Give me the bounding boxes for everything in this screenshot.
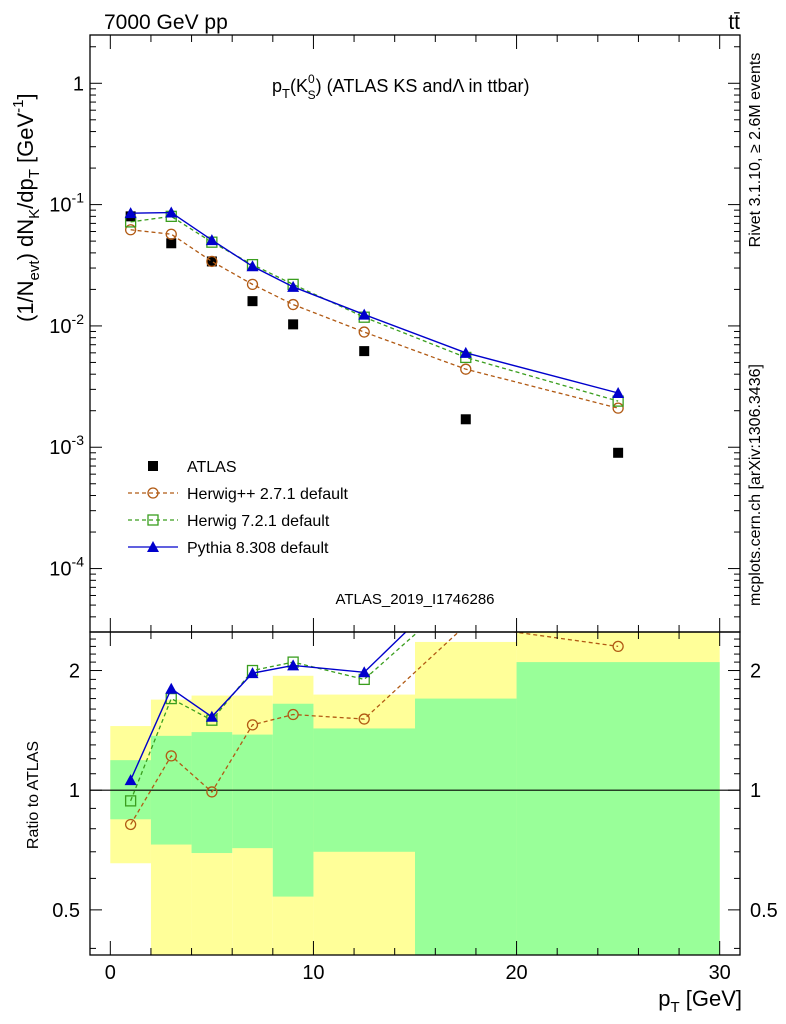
ratio-point-1-7 — [613, 614, 623, 624]
main-ytick-label-4: 10-4 — [49, 554, 84, 581]
band-green-6 — [415, 698, 517, 955]
legend-marker-2 — [147, 514, 159, 526]
legend-label-0: ATLAS — [187, 459, 237, 476]
ratio-point-2-0 — [124, 774, 137, 786]
point-0-7 — [613, 447, 624, 458]
ratio-point-0-4 — [287, 708, 299, 721]
legend-marker-3 — [147, 541, 159, 552]
point-0-6 — [460, 414, 471, 425]
xtick-label-1: 10 — [302, 962, 324, 984]
series-line-3 — [130, 211, 619, 394]
point-1-2 — [206, 255, 218, 268]
point-0-3 — [247, 296, 258, 307]
watermark: ATLAS_2019_I1746286 — [335, 591, 494, 608]
ratio-line-2 — [129, 632, 407, 781]
point-0-5 — [359, 346, 370, 357]
ratio-line-0 — [130, 632, 619, 825]
x-axis-label: pT [GeV] — [658, 986, 742, 1016]
point-1-7 — [612, 402, 624, 414]
rivet-label: Rivet 3.1.10, ≥ 2.6M events — [747, 53, 764, 248]
main-panel — [124, 206, 625, 458]
ratio-series — [124, 568, 624, 831]
ratio-ylabel: Ratio to ATLAS — [25, 741, 42, 849]
legend: ATLAS Herwig++ 2.7.1 default Herwig 7.2.1 … — [128, 459, 349, 557]
header-left: 7000 GeV pp — [104, 11, 228, 34]
main-title: pT(K0 S) (ATLAS KS andΛ in ttbar) — [272, 72, 529, 102]
legend-label-3: Pythia 8.308 default — [187, 540, 329, 557]
ratio-point-0-3 — [246, 719, 259, 731]
svg-text:pT [GeV]: pT [GeV] — [658, 986, 742, 1016]
point-1-0 — [124, 224, 137, 236]
point-3-4 — [287, 280, 300, 292]
legend-marker-1 — [147, 487, 159, 499]
point-3-5 — [358, 308, 371, 320]
ratio-point-0-2 — [206, 786, 218, 798]
point-0-1 — [166, 238, 177, 249]
point-3-0 — [124, 207, 137, 219]
point-1-6 — [460, 363, 472, 375]
ratio-ytick-label-right-0: 0.5 — [750, 900, 778, 922]
series-1 — [124, 224, 624, 414]
ratio-point-2-4 — [287, 659, 300, 671]
ratio-ytick-label-0: 0.5 — [52, 900, 80, 922]
series-0 — [125, 211, 624, 458]
ratio-ytick-label-right-2: 2 — [750, 661, 761, 683]
header-right: tt̄ — [728, 11, 740, 34]
ratio-point-0-5 — [358, 713, 370, 725]
ratio-point-0-1 — [165, 750, 177, 762]
ratio-point-2-7 — [612, 589, 624, 600]
legend-marker-0 — [148, 461, 158, 471]
ratio-ytick-label-1: 1 — [69, 780, 80, 802]
ratio-point-2-3 — [246, 667, 259, 679]
point-1-4 — [287, 298, 299, 311]
ratio-point-2-2 — [205, 710, 218, 722]
point-3-6 — [459, 346, 472, 358]
series-3 — [124, 206, 625, 398]
series-2 — [124, 210, 624, 407]
band-green-7 — [516, 662, 720, 955]
point-3-7 — [612, 386, 625, 398]
ratio-point-1-0 — [124, 795, 137, 807]
point-0-2 — [206, 256, 217, 267]
main-ytick-label-3: 10-3 — [49, 432, 84, 459]
ratio-line-1 — [130, 632, 419, 802]
ratio-series-2 — [124, 568, 624, 786]
main-ytick-label-2: 10-2 — [49, 311, 84, 338]
legend-label-2: Herwig 7.2.1 default — [187, 513, 330, 530]
ratio-point-2-1 — [165, 682, 178, 694]
point-3-1 — [165, 206, 178, 218]
series-line-1 — [130, 229, 619, 409]
ratio-ytick-label-right-1: 1 — [750, 780, 761, 802]
xtick-label-0: 0 — [105, 962, 116, 984]
ratio-panel — [90, 568, 740, 955]
xtick-label-2: 20 — [505, 962, 527, 984]
legend-label-1: Herwig++ 2.7.1 default — [187, 486, 349, 503]
axes: 110-110-210-310-40.5 0.51 12 20 10 20 30 — [49, 35, 778, 984]
band-green-4 — [272, 703, 314, 897]
point-3-3 — [246, 260, 259, 272]
point-1-5 — [358, 326, 370, 338]
main-ytick-label-1: 10-1 — [49, 190, 84, 217]
ratio-point-0-7 — [612, 640, 624, 653]
ratio-point-2-5 — [358, 666, 371, 678]
mcplots-label: mcplots.cern.ch [arXiv:1306.3436] — [747, 364, 764, 606]
ratio-series-0 — [124, 620, 624, 831]
ratio-ytick-label-2: 2 — [69, 661, 80, 683]
svg-text:pT(K0S) (ATLAS KS andΛ in ttba: pT(K0 S) (ATLAS KS andΛ in ttbar) — [272, 72, 529, 102]
main-ylabel: (1/Nevt) dNK/dpT [GeV-1] — [10, 93, 43, 322]
series-line-2 — [130, 215, 619, 402]
main-ytick-label-0: 1 — [73, 73, 84, 95]
ratio-point-0-6 — [461, 620, 471, 630]
point-1-3 — [246, 278, 259, 291]
xtick-label-3: 30 — [709, 962, 731, 984]
ratio-frame — [89, 631, 741, 956]
band-green-3 — [232, 734, 273, 849]
point-3-2 — [205, 234, 218, 246]
ratio-point-2-6 — [460, 568, 472, 579]
point-0-4 — [288, 319, 299, 330]
point-1-1 — [165, 228, 177, 240]
svg-text:(1/Nevt) dNK/dpT [GeV-1]: (1/Nevt) dNK/dpT [GeV-1] — [10, 93, 43, 322]
ratio-point-0-0 — [124, 818, 137, 831]
